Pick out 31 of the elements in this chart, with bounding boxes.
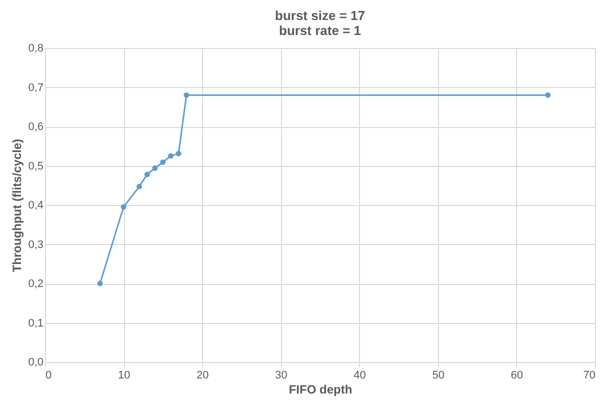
point <box>120 204 126 210</box>
y-axis-title: Throughput (flits/cycle) <box>10 138 24 272</box>
y-tick-label: 0,2 <box>28 278 44 290</box>
y-tick-label: 0,1 <box>28 317 44 330</box>
y-tick-label: 0,0 <box>28 356 44 368</box>
text: burst rate = 1 <box>278 23 362 38</box>
y-tick-label: 0,7 <box>28 82 44 94</box>
x-tick-label: 60 <box>510 370 524 382</box>
point <box>152 165 158 171</box>
x-axis-title: FIFO depth <box>288 382 352 396</box>
point <box>160 159 166 165</box>
x-tick-label: 10 <box>118 370 130 382</box>
x-tick-label: 50 <box>432 370 444 382</box>
y-tick-label: 0,5 <box>28 160 44 172</box>
x-tick-label: 70 <box>583 370 596 382</box>
point <box>176 150 182 156</box>
point <box>545 92 551 98</box>
text: burst size = 17 <box>275 8 365 23</box>
point <box>144 172 150 178</box>
point <box>97 280 103 286</box>
y-tick-label: 0,3 <box>28 238 44 251</box>
x-tick-label: 0 <box>46 370 52 382</box>
y-tick-label: 0,8 <box>28 42 44 54</box>
x-tick-label: 40 <box>354 370 366 382</box>
point <box>136 184 142 190</box>
x-tick-label: 20 <box>196 370 209 382</box>
y-tick-label: 0,4 <box>28 200 44 212</box>
point <box>168 153 174 159</box>
x-tick-label: 30 <box>275 370 288 382</box>
point <box>184 92 190 98</box>
y-tick-label: 0,6 <box>28 121 44 133</box>
